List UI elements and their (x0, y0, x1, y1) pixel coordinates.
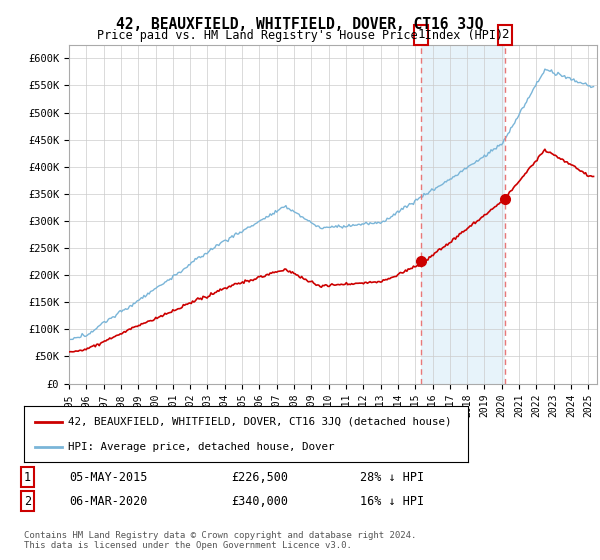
Text: 05-MAY-2015: 05-MAY-2015 (69, 470, 148, 484)
Text: 16% ↓ HPI: 16% ↓ HPI (360, 494, 424, 508)
Text: £226,500: £226,500 (231, 470, 288, 484)
Text: 1: 1 (418, 29, 425, 41)
Text: 42, BEAUXFIELD, WHITFIELD, DOVER, CT16 3JQ: 42, BEAUXFIELD, WHITFIELD, DOVER, CT16 3… (116, 17, 484, 32)
Text: £340,000: £340,000 (231, 494, 288, 508)
Text: 28% ↓ HPI: 28% ↓ HPI (360, 470, 424, 484)
Text: 2: 2 (501, 29, 508, 41)
Text: 06-MAR-2020: 06-MAR-2020 (69, 494, 148, 508)
Text: 1: 1 (24, 470, 31, 484)
Text: 42, BEAUXFIELD, WHITFIELD, DOVER, CT16 3JQ (detached house): 42, BEAUXFIELD, WHITFIELD, DOVER, CT16 3… (68, 417, 452, 427)
Text: 2: 2 (24, 494, 31, 508)
Text: Contains HM Land Registry data © Crown copyright and database right 2024.
This d: Contains HM Land Registry data © Crown c… (24, 531, 416, 550)
Text: Price paid vs. HM Land Registry's House Price Index (HPI): Price paid vs. HM Land Registry's House … (97, 29, 503, 42)
Text: HPI: Average price, detached house, Dover: HPI: Average price, detached house, Dove… (68, 442, 335, 452)
Bar (421, 45, 505, 384)
